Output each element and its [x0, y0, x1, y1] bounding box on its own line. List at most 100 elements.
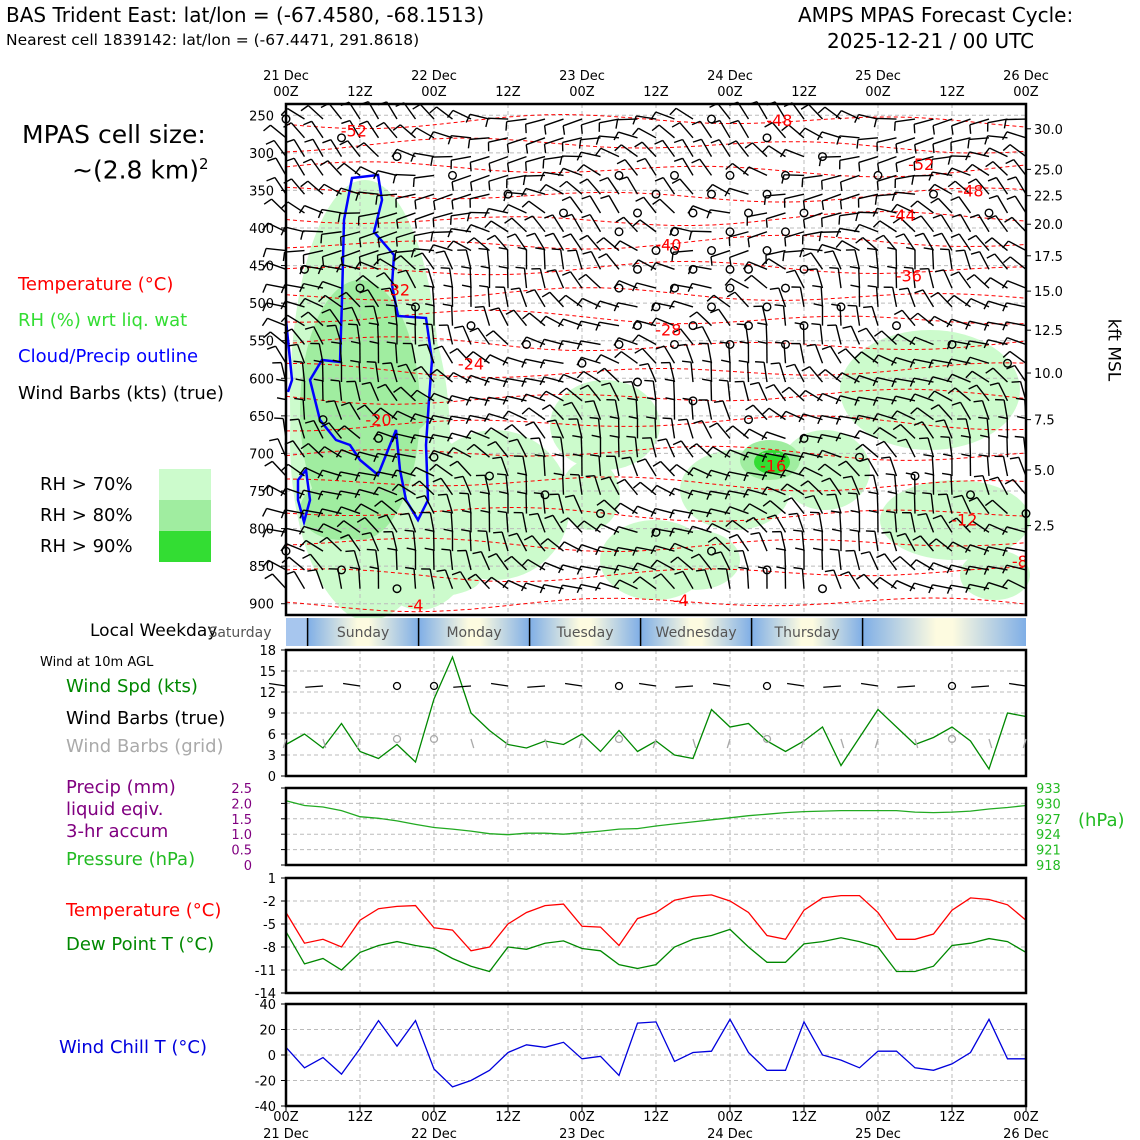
legend-temperature: Temperature (°C) — [18, 274, 174, 295]
wind-barb-shaft — [778, 287, 787, 308]
wind-barb-shaft — [794, 269, 805, 289]
wind-barb-shaft — [565, 294, 583, 308]
wind-barb-shaft — [861, 351, 879, 364]
bottom-date-label: 26 Dec — [1003, 1127, 1049, 1140]
wind-barb-flag — [910, 407, 918, 415]
wind-barb-flag — [410, 248, 415, 258]
wind-barb-flag — [644, 379, 654, 382]
wind-barb-shaft — [765, 452, 786, 458]
wind-barb-flag — [765, 383, 775, 389]
wind-barb-flag — [985, 161, 994, 168]
wind-barb-shaft — [586, 178, 602, 195]
wind-barb-flag — [705, 523, 713, 532]
wind-barb-shaft — [915, 559, 934, 571]
wind-barb-shaft — [951, 167, 971, 177]
wind-barb-flag — [774, 304, 784, 307]
wind-barb-flag — [465, 375, 472, 384]
wind-barb-flag — [786, 269, 796, 274]
wind-barb-flag — [521, 358, 527, 368]
wind-barb-shaft — [641, 141, 657, 158]
wind-barb-shaft — [359, 249, 379, 258]
wind-barb-flag — [446, 109, 454, 118]
wind-barb-shaft — [737, 120, 750, 139]
wind-barb-flag — [983, 321, 989, 331]
wind-barb-shaft — [549, 291, 565, 308]
wind-barb-flag — [935, 419, 945, 423]
wind-barb-shaft — [884, 553, 898, 571]
temperature-contour-label: -36 — [896, 266, 922, 285]
isotherm-line — [285, 211, 1027, 226]
wind-barb-shaft — [636, 115, 657, 120]
wind-barb-flag — [1014, 435, 1024, 439]
wind-barb-shaft — [563, 167, 583, 177]
wind-barb-shaft — [903, 233, 916, 251]
wind-barb-flag — [262, 559, 269, 568]
wind-barb-shaft — [930, 493, 935, 514]
wind-barb-shaft — [768, 145, 786, 158]
wind-barb-flag — [304, 138, 314, 143]
wind-barb-shaft — [840, 432, 860, 440]
wind-barb-shaft — [820, 286, 824, 307]
wind-barb-flag — [280, 527, 286, 537]
wind-barb-flag — [425, 303, 435, 307]
wind-barb-flag — [504, 555, 513, 563]
wind-barb-shaft — [725, 568, 731, 589]
wind-barb-shaft — [758, 382, 768, 402]
wind-barb-shaft — [403, 102, 417, 120]
wind-barb-flag — [858, 162, 861, 172]
wind-barb-flag — [534, 454, 544, 457]
wind-barb-flag — [913, 161, 916, 171]
wind-barb-shaft — [521, 512, 528, 533]
wind-barb-shaft — [480, 551, 491, 571]
wind-barb-flag — [613, 564, 619, 574]
wind-barb-shaft — [456, 460, 472, 477]
wind-barb-shaft — [858, 193, 879, 200]
calm-circle — [984, 208, 994, 218]
wind-barb-shaft — [875, 249, 879, 270]
wind-barb-flag — [905, 491, 915, 495]
wind-barb-flag — [465, 113, 471, 123]
wind-barb-flag — [435, 250, 445, 254]
wind-barb-flag — [632, 115, 637, 125]
wind-barb-shaft — [839, 227, 860, 233]
wind-barb-shaft — [913, 493, 916, 514]
wind-barb-shaft — [676, 464, 694, 477]
wind10m-barb-true — [268, 682, 287, 687]
wind-barb-shaft — [829, 477, 842, 496]
calm-circle — [966, 490, 976, 500]
wind-barb-shaft — [472, 351, 490, 364]
wind-barb-flag — [447, 228, 452, 238]
wind-barb-shaft — [883, 440, 898, 458]
wind-barb-shaft — [914, 155, 934, 163]
isotherm-line — [285, 137, 1027, 154]
wind-barb-flag — [469, 327, 479, 333]
wind-barb-flag — [535, 247, 545, 251]
wind-barb-flag — [510, 287, 520, 291]
wind-barb-shaft — [451, 212, 472, 217]
wind-barb-shaft — [748, 261, 768, 270]
wind-barb-flag — [594, 147, 602, 156]
wind-barb-shaft — [576, 418, 583, 439]
wind-barb-flag — [816, 131, 823, 141]
wind-barb-flag — [712, 551, 722, 555]
wind-barb-flag — [521, 200, 530, 208]
wind-barb-shaft — [343, 162, 361, 176]
wind-barb-shaft — [879, 576, 897, 590]
wind-barb-shaft — [655, 262, 675, 270]
wind-barb-flag — [947, 387, 956, 395]
xs-ytick-label: 400 — [249, 222, 274, 237]
wind-barb-shaft — [624, 478, 639, 496]
wind-barb-flag — [837, 348, 847, 355]
wind-barb-flag — [892, 423, 902, 431]
wind-barb-flag — [369, 566, 379, 570]
wind-barb-flag — [447, 415, 452, 425]
wind-barb-flag — [968, 384, 978, 390]
wind-barb-flag — [1003, 119, 1007, 129]
wind-barb-flag — [978, 416, 988, 420]
wind-barb-flag — [940, 435, 950, 439]
wind-barb-flag — [724, 278, 732, 286]
wind-barb-shaft — [838, 549, 842, 570]
wind-barb-flag — [429, 463, 437, 471]
wind-barb-flag — [946, 584, 952, 594]
wind-barb-shaft — [348, 534, 361, 552]
